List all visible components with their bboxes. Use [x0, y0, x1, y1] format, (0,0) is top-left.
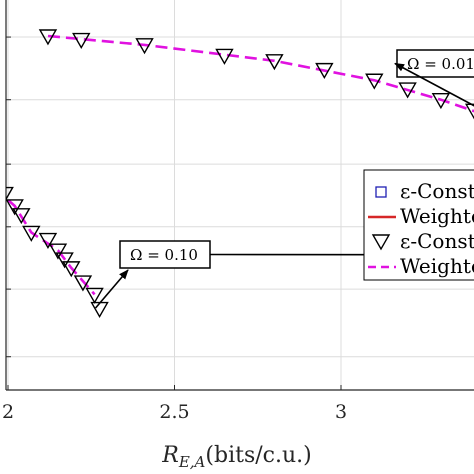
- legend-label: Weighte: [400, 204, 474, 228]
- triangle-marker: [464, 103, 474, 120]
- annotation-text: Ω = 0.10: [130, 246, 198, 264]
- series-line-3: [47, 34, 474, 113]
- triangle-marker: [73, 275, 93, 292]
- triangle-marker: [265, 54, 284, 71]
- x-axis-label: RE,A(bits/c.u.): [161, 443, 311, 471]
- x-tick-label: 2.5: [159, 401, 189, 423]
- annotation-text: Ω = 0.01: [407, 55, 474, 73]
- legend-label: ε-Const: [400, 229, 474, 253]
- triangle-marker: [365, 73, 384, 90]
- triangle-marker: [90, 301, 109, 318]
- triangle-marker: [6, 186, 14, 201]
- x-tick-label: 3: [335, 401, 347, 423]
- annotations: Ω = 0.01 Ω = 0.10: [94, 49, 474, 309]
- triangle-marker: [12, 208, 31, 225]
- triangle-marker: [431, 93, 451, 110]
- triangle-marker: [22, 225, 41, 242]
- legend-label: Weighte: [400, 254, 474, 278]
- legend-triangle-icon: [371, 234, 391, 251]
- triangle-marker: [85, 287, 104, 304]
- x-tick-label: 2: [2, 401, 14, 423]
- axes: [5, 0, 474, 391]
- legend-label: ε-Const: [400, 179, 474, 203]
- legend: ε-ConstWeighteε-ConstWeighte: [363, 169, 474, 281]
- annotation-arrow: [94, 269, 129, 309]
- triangle-marker: [55, 252, 74, 269]
- triangle-marker: [398, 82, 417, 99]
- triangle-marker: [315, 62, 334, 80]
- triangle-marker: [0, 182, 3, 196]
- tick-labels: 22.533.544.54: [2, 401, 347, 423]
- annotation-arrow: [394, 62, 474, 107]
- triangle-marker: [135, 38, 154, 55]
- triangle-marker: [215, 48, 234, 65]
- series-markers: [0, 29, 474, 318]
- triangle-marker: [38, 232, 58, 249]
- legend-box: [363, 169, 474, 281]
- triangle-marker: [38, 29, 58, 46]
- triangle-marker: [6, 199, 24, 216]
- triangle-marker: [62, 261, 81, 278]
- triangle-marker: [72, 32, 91, 49]
- series-line-3: [6, 196, 96, 296]
- annotation-box: [396, 49, 474, 78]
- legend-square-icon: [375, 186, 387, 198]
- triangle-marker: [48, 243, 68, 260]
